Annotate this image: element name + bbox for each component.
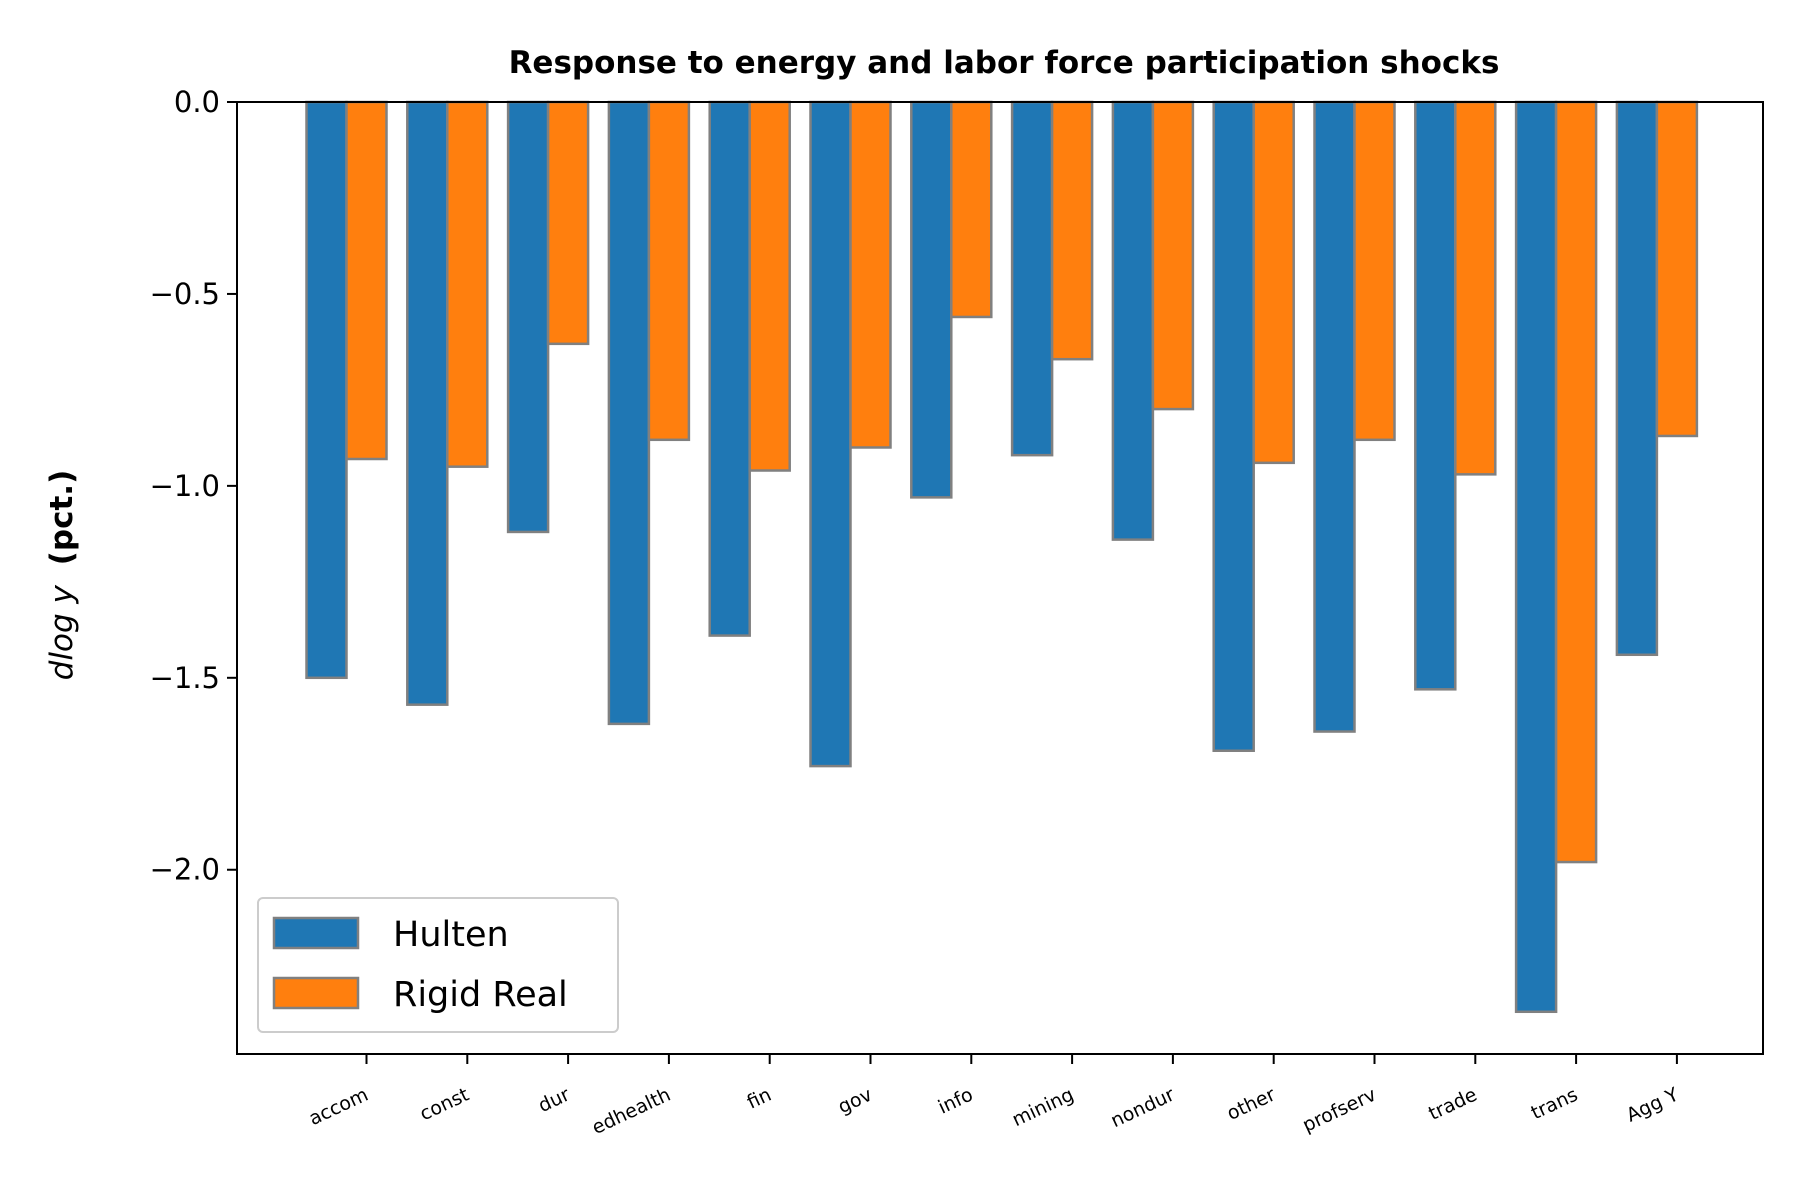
bar-rigid-real-other [1252,100,1295,465]
bar-hulten-agg-y [1615,100,1659,657]
bar-rigid-real-info [950,100,993,319]
svg-text:dlog y (pct.): dlog y (pct.) [44,470,80,681]
bar-rigid-real-profserv [1353,100,1396,442]
x-tick-label: other [1224,1084,1279,1125]
bar-rigid-real-dur [546,100,590,346]
bar-rigid-real-nondur [1151,100,1195,411]
legend: Hulten Rigid Real [257,897,619,1033]
bar-hulten-mining [1010,100,1054,457]
x-tick-label: profserv [1299,1084,1379,1137]
bar-rigid-real-accom [345,100,388,461]
y-tick-label: −1.0 [150,469,220,503]
bar-hulten-fin [708,100,751,637]
legend-label: Rigid Real [393,975,568,1015]
x-tick-label: Agg Y [1623,1083,1682,1126]
bar-hulten-trans [1514,100,1558,1014]
bar-hulten-trade [1414,100,1457,691]
y-axis-label-unit: (pct.) [44,470,80,566]
bar-rigid-real-trans [1554,100,1598,864]
x-tick-label: nondur [1107,1084,1178,1133]
bar-rigid-real-edhealth [647,100,691,442]
x-tick-label: fin [744,1084,775,1114]
bar-rigid-real-agg-y [1655,100,1699,438]
x-tick-label: gov [835,1084,876,1119]
bar-hulten-accom [305,100,348,680]
bar-rigid-real-const [446,100,489,468]
bar-hulten-const [406,100,449,706]
y-tick-label: 0.0 [174,85,220,119]
legend-label: Hulten [393,915,509,955]
plot-frame [236,101,1764,1055]
bar-rigid-real-gov [849,100,892,449]
x-tick-label: accom [306,1084,372,1130]
bar-hulten-info [910,100,953,499]
bar-rigid-real-mining [1050,100,1094,361]
chart-title: Response to energy and labor force parti… [509,45,1500,81]
y-axis-label: dlog y (pct.) [44,470,80,681]
bar-hulten-other [1212,100,1255,752]
x-tick-label: const [416,1084,472,1126]
x-tick-label: info [935,1084,977,1119]
bar-rigid-real-fin [748,100,791,472]
bar-hulten-edhealth [607,100,651,726]
x-tick-label: trans [1528,1084,1582,1125]
y-tick-label: −1.5 [150,661,220,695]
bar-hulten-nondur [1111,100,1155,541]
x-tick-label: dur [535,1084,573,1118]
y-axis-label-italic: dlog y [44,584,80,680]
legend-swatch [272,976,360,1010]
x-tick-label: edhealth [589,1084,674,1139]
y-tick-label: −0.5 [150,277,220,311]
x-tick-label: trade [1425,1084,1480,1125]
x-tick-label: mining [1009,1084,1077,1132]
y-tick-label: −2.0 [150,853,220,887]
bar-hulten-dur [506,100,550,534]
legend-swatch [272,916,360,950]
bar-hulten-gov [809,100,852,768]
bar-hulten-profserv [1313,100,1356,733]
bars-layer [305,100,1699,1014]
bar-rigid-real-trade [1454,100,1497,476]
